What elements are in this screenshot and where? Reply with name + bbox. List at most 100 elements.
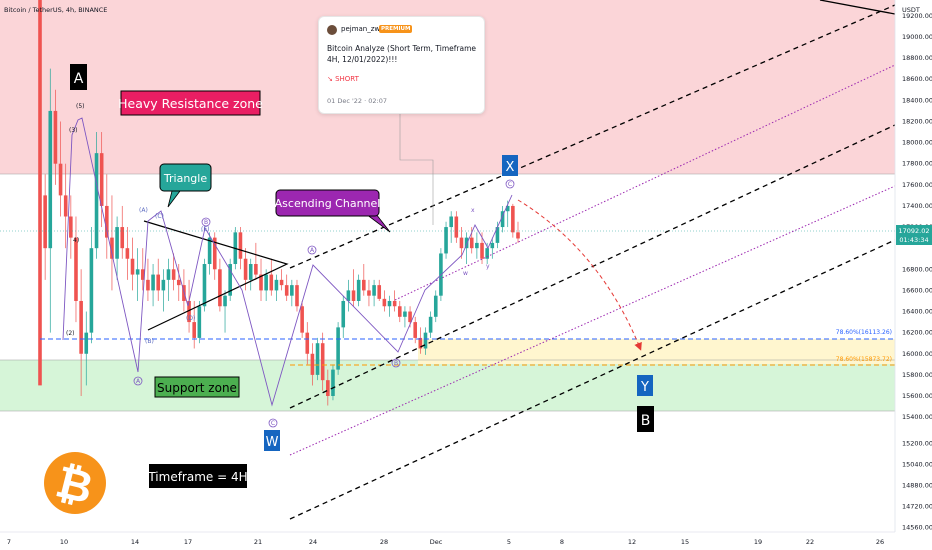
circled-A-mid: A: [310, 247, 315, 254]
candle-down: [351, 290, 356, 301]
candle-down: [300, 306, 304, 333]
x-tick-label: 8: [560, 538, 564, 546]
candle-down: [43, 195, 47, 249]
x-tick-label: 10: [60, 538, 68, 546]
circled-B-mid: B: [394, 360, 398, 367]
channel-callout-label: Ascending Channel: [275, 197, 381, 210]
candle-up: [135, 269, 140, 275]
y-tick-label: 18600.00: [902, 75, 932, 83]
candle-down: [254, 264, 258, 275]
x-tick-label: 26: [876, 538, 884, 546]
y-tick-label: 14720.00: [902, 502, 932, 510]
x-axis-bg: [0, 532, 932, 550]
candle-down: [53, 110, 58, 164]
x-tick-label: 19: [754, 538, 762, 546]
candle-up: [48, 110, 53, 249]
candle-down: [238, 232, 243, 259]
y-tick-label: 17600.00: [902, 181, 932, 189]
x-tick-label: 17: [184, 538, 192, 546]
wave-W-label: W: [266, 435, 279, 450]
candle-down: [305, 332, 310, 354]
candle-down: [130, 258, 135, 275]
trendline-solid-top: [819, 0, 895, 15]
x-tick-label: 12: [628, 538, 636, 546]
triangle-pattern: [143, 220, 289, 331]
channel-callout-pointer: [364, 213, 391, 233]
circled-C-right: C: [508, 181, 512, 188]
y-tick-label: 15400.00: [902, 413, 932, 421]
x-tick-label: 21: [254, 538, 262, 546]
wave-Y-box: [637, 375, 653, 396]
fib-label-lower: 78.60%(15873.72): [836, 356, 892, 363]
candle-up: [151, 274, 155, 291]
triangle-callout-box: [159, 163, 212, 192]
idea-title[interactable]: Bitcoin Analyze (Short Term, Timeframe 4…: [327, 44, 477, 64]
candle-down: [192, 322, 196, 338]
candle-down: [469, 237, 474, 249]
candle-down: [480, 242, 484, 259]
candle-up: [115, 227, 119, 259]
candle-up: [197, 306, 202, 338]
y-tick-label: 19200.00: [902, 12, 932, 20]
price-tag-countdown: 01:43:34: [899, 236, 928, 244]
channel-purple-low: [289, 185, 895, 456]
wave-X-box: [502, 155, 518, 176]
circled-B-left: B: [204, 219, 208, 226]
candle-up: [228, 264, 232, 296]
candle-up: [336, 327, 340, 370]
candle-down: [171, 269, 176, 280]
candle-down: [156, 274, 161, 291]
heavy-resistance-box: [120, 90, 261, 116]
candle-down: [310, 353, 315, 375]
x-tick-label: 22: [806, 538, 814, 546]
x-tick-label: 28: [380, 538, 388, 546]
wave-A-box: [70, 64, 87, 90]
candle-up: [89, 248, 94, 333]
label-sub-b: (B): [145, 338, 154, 345]
sub-wave-labels: (5) (3) 4) (2) (A) (C) (B) (D) (E): [66, 103, 209, 345]
label-sub-2: (2): [66, 330, 75, 337]
x-tick-label: 24: [309, 538, 317, 546]
candle-up: [202, 264, 207, 307]
candle-up: [490, 242, 495, 249]
author-name[interactable]: pejman_zwin: [341, 25, 387, 33]
candle-down: [176, 279, 181, 286]
candle-up: [248, 264, 253, 280]
candle-up: [444, 227, 448, 254]
candle-down: [38, 0, 42, 386]
wave-B-box: [637, 406, 654, 432]
candle-up: [464, 237, 469, 249]
label-x-small: x: [471, 207, 475, 214]
triangle-callout-label: Triangle: [163, 172, 207, 185]
candle-up: [166, 269, 171, 280]
candle-down: [279, 279, 284, 286]
candle-down: [295, 285, 299, 307]
y-tick-label: 15800.00: [902, 371, 932, 379]
candle-up: [346, 290, 351, 301]
candle-down: [140, 269, 145, 280]
wave-A-label: A: [74, 71, 84, 87]
candle-down: [413, 322, 418, 338]
candle-down: [99, 153, 104, 206]
channel-black-low: [289, 239, 895, 520]
candle-down: [110, 237, 114, 259]
y-tick-label: 14560.00: [902, 523, 932, 531]
fib-label-upper: 78.60%(16113.26): [836, 329, 892, 336]
candle-up: [264, 274, 268, 291]
idea-card[interactable]: pejman_zwin PREMIUM Bitcoin Analyze (Sho…: [318, 16, 485, 114]
projection-arrow[interactable]: [517, 199, 642, 351]
candle-down: [69, 216, 73, 238]
channel-black-top: [289, 4, 895, 269]
candle-down: [418, 337, 423, 349]
premium-badge: PREMIUM: [379, 25, 413, 33]
y-tick-label: 19000.00: [902, 33, 932, 41]
candle-up: [423, 332, 428, 349]
candle-down: [146, 279, 150, 291]
x-tick-label: 5: [507, 538, 511, 546]
x-tick-label: Dec: [430, 538, 443, 546]
price-tag-value: 17092.02: [898, 227, 929, 235]
x-tick-label: 14: [131, 538, 139, 546]
y-tick-label: 18400.00: [902, 96, 932, 104]
author-avatar[interactable]: [327, 25, 337, 35]
candle-up: [485, 248, 489, 259]
